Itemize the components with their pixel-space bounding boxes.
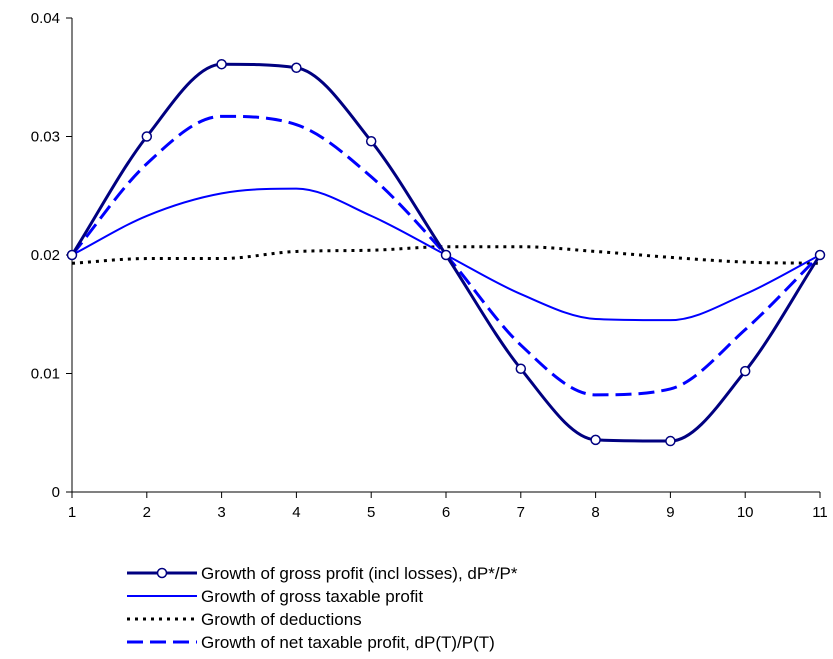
y-tick-label: 0.04 bbox=[31, 10, 60, 27]
x-tick-label: 9 bbox=[666, 504, 674, 521]
x-tick-label: 3 bbox=[217, 504, 225, 521]
data-point-marker bbox=[141, 131, 153, 142]
y-tick-label: 0 bbox=[52, 484, 60, 501]
data-point-marker bbox=[515, 363, 527, 375]
x-tick-label: 10 bbox=[737, 504, 754, 521]
x-tick-label: 11 bbox=[812, 504, 828, 521]
legend-marker bbox=[156, 567, 168, 579]
data-point-marker bbox=[440, 249, 452, 261]
y-tick-label: 0.03 bbox=[31, 129, 60, 146]
y-axis-ticks: 0 0.01 0.02 0.03 0.04 bbox=[31, 10, 72, 501]
legend-label-1: Growth of gross profit (incl losses), dP… bbox=[201, 564, 518, 583]
legend-label-3: Growth of deductions bbox=[201, 610, 362, 629]
y-tick-label: 0.01 bbox=[31, 366, 60, 383]
x-tick-label: 1 bbox=[68, 504, 76, 521]
x-tick-label: 5 bbox=[367, 504, 375, 521]
x-tick-label: 7 bbox=[517, 504, 525, 521]
data-point-marker bbox=[291, 62, 302, 74]
x-tick-label: 2 bbox=[143, 504, 151, 521]
legend-label-4: Growth of net taxable profit, dP(T)/P(T) bbox=[201, 633, 495, 652]
data-point-marker bbox=[739, 365, 751, 377]
data-point-marker bbox=[590, 434, 601, 446]
x-axis-ticks: 1 2 3 4 5 6 7 8 9 10 11 bbox=[68, 492, 828, 521]
data-point-marker bbox=[665, 435, 676, 447]
data-point-marker bbox=[814, 249, 826, 261]
data-point-marker bbox=[365, 135, 377, 147]
chart-legend: Growth of gross profit (incl losses), dP… bbox=[127, 564, 518, 652]
legend-label-2: Growth of gross taxable profit bbox=[201, 587, 423, 606]
x-tick-label: 4 bbox=[292, 504, 300, 521]
data-point-marker bbox=[216, 58, 227, 70]
series-markers bbox=[66, 58, 826, 447]
y-tick-label: 0.02 bbox=[31, 247, 60, 264]
data-point-marker bbox=[66, 249, 78, 261]
x-tick-label: 8 bbox=[591, 504, 599, 521]
x-tick-label: 6 bbox=[442, 504, 450, 521]
